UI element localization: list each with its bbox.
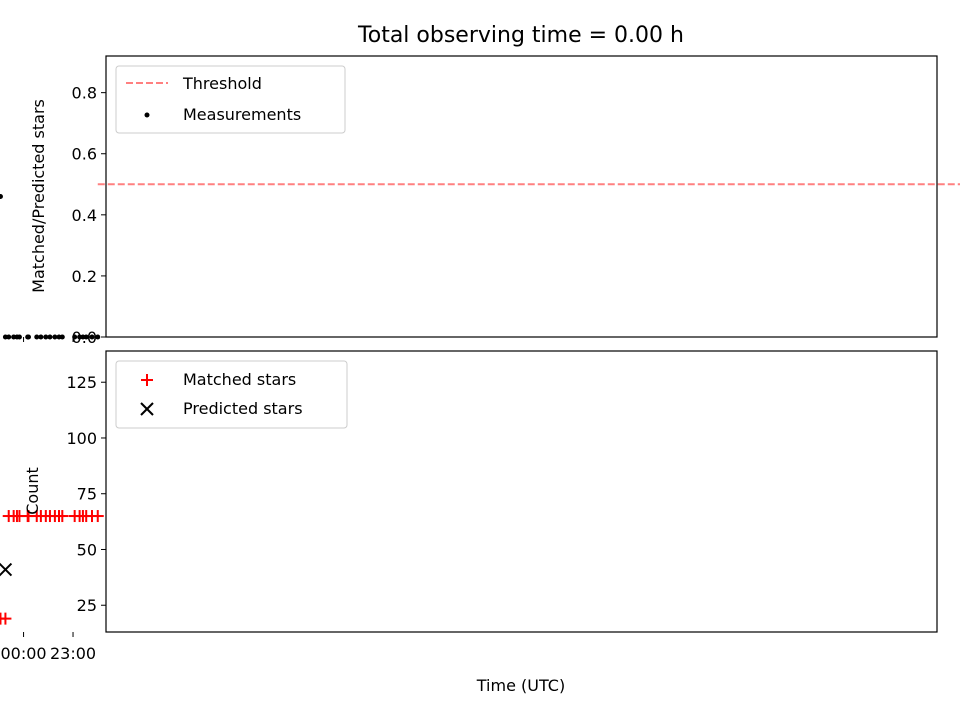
bottom-legend: Matched stars Predicted stars bbox=[115, 360, 348, 429]
matched-legend-label: Matched stars bbox=[183, 370, 296, 389]
measurement-point bbox=[77, 334, 83, 340]
measurements-legend-label: Measurements bbox=[183, 105, 301, 124]
bottom-y-tick-label: 25 bbox=[77, 596, 97, 615]
chart-title: Total observing time = 0.00 h bbox=[357, 23, 684, 48]
top-y-tick-label: 0.0 bbox=[72, 328, 97, 347]
top-y-tick-label: 0.8 bbox=[72, 84, 97, 103]
measurement-point bbox=[11, 334, 17, 340]
top-y-tick-label: 0.2 bbox=[72, 267, 97, 286]
bottom-y-tick-label: 125 bbox=[66, 373, 97, 392]
bottom-plot-marks bbox=[0, 510, 104, 625]
measurement-point bbox=[43, 334, 49, 340]
predicted-star-point bbox=[0, 562, 13, 577]
measurement-point bbox=[95, 334, 101, 340]
measurement-point bbox=[52, 334, 58, 340]
measurement-point bbox=[47, 334, 53, 340]
measurement-point bbox=[2, 334, 8, 340]
bottom-y-axis-label: Count bbox=[23, 467, 42, 515]
matched-star-point bbox=[2, 510, 15, 523]
x-tick-label: 00:00 bbox=[1, 644, 47, 663]
top-panel: 0.00.20.40.60.8 Matched/Predicted stars … bbox=[0, 55, 960, 347]
matched-star-point bbox=[68, 510, 81, 523]
measurement-point bbox=[34, 334, 40, 340]
bottom-legend-frame bbox=[115, 360, 348, 429]
bottom-panel: 25 50 75 100 125 23:0000:0001:0002:0003:0004… bbox=[0, 350, 938, 695]
top-plot-marks bbox=[0, 183, 960, 340]
top-legend: Threshold Measurements bbox=[115, 65, 346, 134]
x-axis-label: Time (UTC) bbox=[476, 676, 565, 695]
measurement-point bbox=[25, 334, 31, 340]
top-legend-frame bbox=[115, 65, 346, 134]
matched-star-point bbox=[0, 612, 7, 625]
bottom-y-tick-label: 100 bbox=[66, 429, 97, 448]
top-y-tick-label: 0.4 bbox=[72, 206, 97, 225]
top-y-tick-label: 0.6 bbox=[72, 145, 97, 164]
top-x-ticks bbox=[23, 337, 74, 342]
x-tick-label: 23:00 bbox=[50, 644, 96, 663]
measurement-point bbox=[89, 334, 95, 340]
measurement-point bbox=[38, 334, 44, 340]
predicted-legend-swatch bbox=[140, 402, 154, 416]
bottom-axes-frame bbox=[105, 350, 938, 633]
measurement-point bbox=[56, 334, 62, 340]
threshold-legend-label: Threshold bbox=[182, 74, 262, 93]
bottom-y-tick-label: 50 bbox=[77, 540, 97, 559]
measurements-legend-swatch bbox=[144, 112, 150, 118]
predicted-legend-label: Predicted stars bbox=[183, 399, 303, 418]
top-axes-frame bbox=[105, 55, 938, 338]
top-y-ticks: 0.0 0.2 0.4 0.6 0.8 bbox=[72, 84, 106, 347]
matched-legend-swatch bbox=[141, 374, 153, 386]
top-y-axis-label: Matched/Predicted stars bbox=[29, 99, 48, 293]
bottom-y-tick-label: 75 bbox=[77, 485, 97, 504]
measurement-point bbox=[0, 194, 3, 199]
bottom-y-ticks: 25 50 75 100 125 bbox=[66, 373, 106, 615]
